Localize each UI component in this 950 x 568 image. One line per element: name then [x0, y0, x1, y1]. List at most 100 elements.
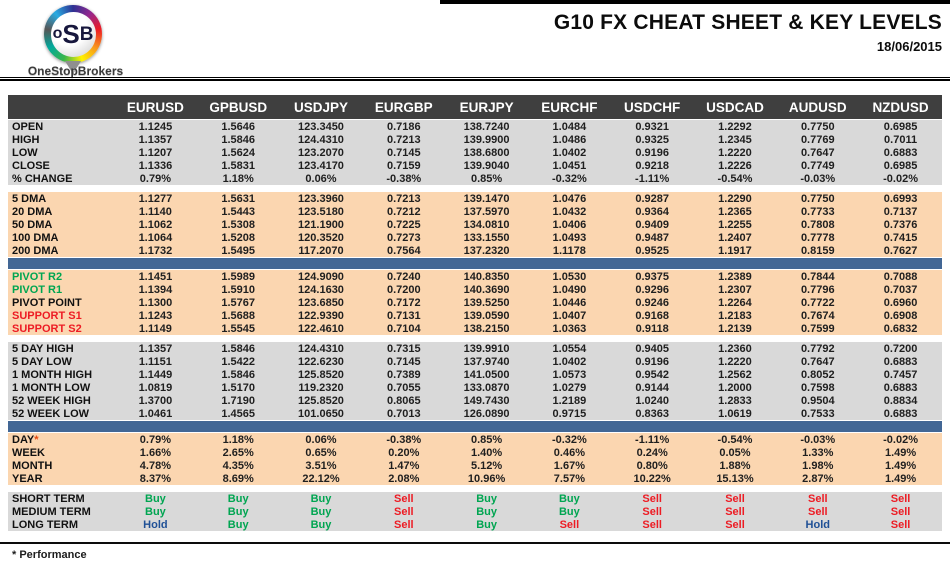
cell: 1.1277 — [138, 192, 173, 205]
cell: 0.9504 — [800, 394, 835, 407]
logo-pin-icon — [65, 61, 81, 74]
table-row: 20 DMA 1.1140 1.5443 123.5180 0.7212 137.5970… — [8, 205, 942, 218]
cell: 0.6883 — [883, 355, 918, 368]
row-label: 50 DMA — [12, 218, 53, 231]
cell: 1.2833 — [718, 394, 752, 407]
cell: Sell — [642, 505, 662, 518]
cell: 0.7627 — [883, 244, 918, 257]
cell: -0.38% — [386, 172, 422, 185]
cell: 1.0406 — [552, 218, 587, 231]
cell: 0.7674 — [800, 309, 835, 322]
cell: 1.5646 — [221, 120, 256, 133]
cell: -1.11% — [635, 172, 670, 185]
cell: 10.22% — [633, 472, 671, 485]
cell: 1.40% — [470, 446, 503, 459]
cell: Buy — [558, 492, 580, 505]
column-header-eurjpy: EURJPY — [459, 99, 514, 115]
row-label: LOW — [12, 146, 38, 159]
cell: 0.9296 — [635, 283, 669, 296]
cell: 1.1449 — [138, 368, 173, 381]
cell: 0.85% — [470, 172, 503, 185]
cell: 0.7213 — [386, 133, 421, 146]
cell: Sell — [559, 518, 580, 531]
row-label: 1 MONTH HIGH — [12, 368, 93, 381]
row-label: PIVOT R2 — [12, 270, 63, 283]
cell: 137.5970 — [463, 205, 510, 218]
cell: 1.2365 — [718, 205, 752, 218]
cell: 139.0590 — [463, 309, 510, 322]
table-row: SUPPORT S1 1.1243 1.5688 122.9390 0.7131 139.… — [8, 309, 942, 322]
cell: 2.65% — [222, 446, 254, 459]
cell: 139.1470 — [463, 192, 510, 205]
cell: 1.33% — [802, 446, 834, 459]
cell: 139.9900 — [463, 133, 510, 146]
cell: Sell — [642, 492, 662, 505]
cell: 1.1245 — [138, 120, 173, 133]
cell: 141.0500 — [463, 368, 510, 381]
row-label: PIVOT POINT — [12, 296, 82, 309]
table-row: 200 DMA 1.1732 1.5495 117.2070 0.7564 137.232… — [8, 244, 942, 257]
cell: 0.7225 — [386, 218, 421, 231]
cell: -0.32% — [551, 433, 587, 446]
row-label: 200 DMA — [12, 244, 59, 257]
cell: 138.6800 — [463, 146, 510, 159]
cell: 0.8363 — [635, 407, 669, 420]
block-gap — [8, 335, 942, 342]
group-ranges: 5 DAY HIGH 1.1357 1.5846 124.4310 0.7315 139.… — [8, 342, 942, 420]
table-row: 5 DAY HIGH 1.1357 1.5846 124.4310 0.7315 139.… — [8, 342, 942, 355]
cell: 4.78% — [139, 459, 171, 472]
cell: 0.7415 — [883, 231, 918, 244]
cell: 5.12% — [470, 459, 503, 472]
cell: 1.5989 — [221, 270, 256, 283]
row-label: 100 DMA — [12, 231, 59, 244]
cell: -0.54% — [717, 172, 753, 185]
cell: 0.7750 — [800, 192, 835, 205]
cell: 120.3520 — [298, 231, 344, 244]
cell: 1.0490 — [552, 283, 587, 296]
cell: 1.1243 — [138, 309, 173, 322]
cell: 1.2183 — [718, 309, 752, 322]
table-row: CLOSE 1.1336 1.5831 123.4170 0.7159 139.9040 1… — [8, 159, 942, 172]
cell: Sell — [394, 492, 414, 505]
cell: 0.7389 — [386, 368, 421, 381]
cell: 2.87% — [802, 472, 834, 485]
cell: 0.9715 — [552, 407, 587, 420]
cell: 139.9910 — [463, 342, 510, 355]
row-label: 52 WEEK LOW — [12, 407, 90, 420]
cell: 1.5846 — [221, 342, 256, 355]
logo-brand-name: OneStopBrokers — [27, 64, 124, 78]
cell: 0.9364 — [635, 205, 669, 218]
cell: Buy — [227, 505, 249, 518]
cell: 1.0363 — [552, 322, 587, 335]
cell: Sell — [725, 518, 745, 531]
separator-bar — [8, 258, 942, 269]
cell: Buy — [476, 518, 497, 531]
cell: 0.7376 — [883, 218, 918, 231]
table-row: SHORT TERM Buy Buy Buy Sell Buy Buy Sell Sell Sel… — [8, 492, 942, 505]
cell: 0.9168 — [635, 309, 669, 322]
cell: 123.6850 — [298, 296, 344, 309]
fx-table: EURUSD GPBUSD USDJPY EURGBP EURJPY EURCHF USDC… — [8, 95, 942, 531]
cell: 1.5910 — [221, 283, 256, 296]
cell: 0.8065 — [386, 394, 421, 407]
table-row: OPEN 1.1245 1.5646 123.3450 0.7186 138.7240 1.… — [8, 120, 942, 133]
cell: 1.1451 — [138, 270, 173, 283]
cell: 140.8350 — [463, 270, 510, 283]
cell: 1.0493 — [552, 231, 587, 244]
logo-letter-s: S — [62, 19, 80, 49]
cell: Buy — [476, 505, 497, 518]
cell: 0.6960 — [883, 296, 918, 309]
cell: 0.8159 — [800, 244, 835, 257]
cell: Sell — [725, 492, 745, 505]
cell: 1.5846 — [221, 133, 256, 146]
cell: 22.12% — [302, 472, 340, 485]
cell: Buy — [310, 492, 332, 505]
cell: 0.7088 — [883, 270, 918, 283]
cell: -0.02% — [883, 433, 918, 446]
cell: 0.7647 — [800, 355, 835, 368]
report-date: 18/06/2015 — [876, 39, 942, 54]
cell: 0.7457 — [883, 368, 918, 381]
cell: Buy — [310, 518, 332, 531]
cell: 0.7844 — [800, 270, 835, 283]
cell: Sell — [394, 518, 414, 531]
